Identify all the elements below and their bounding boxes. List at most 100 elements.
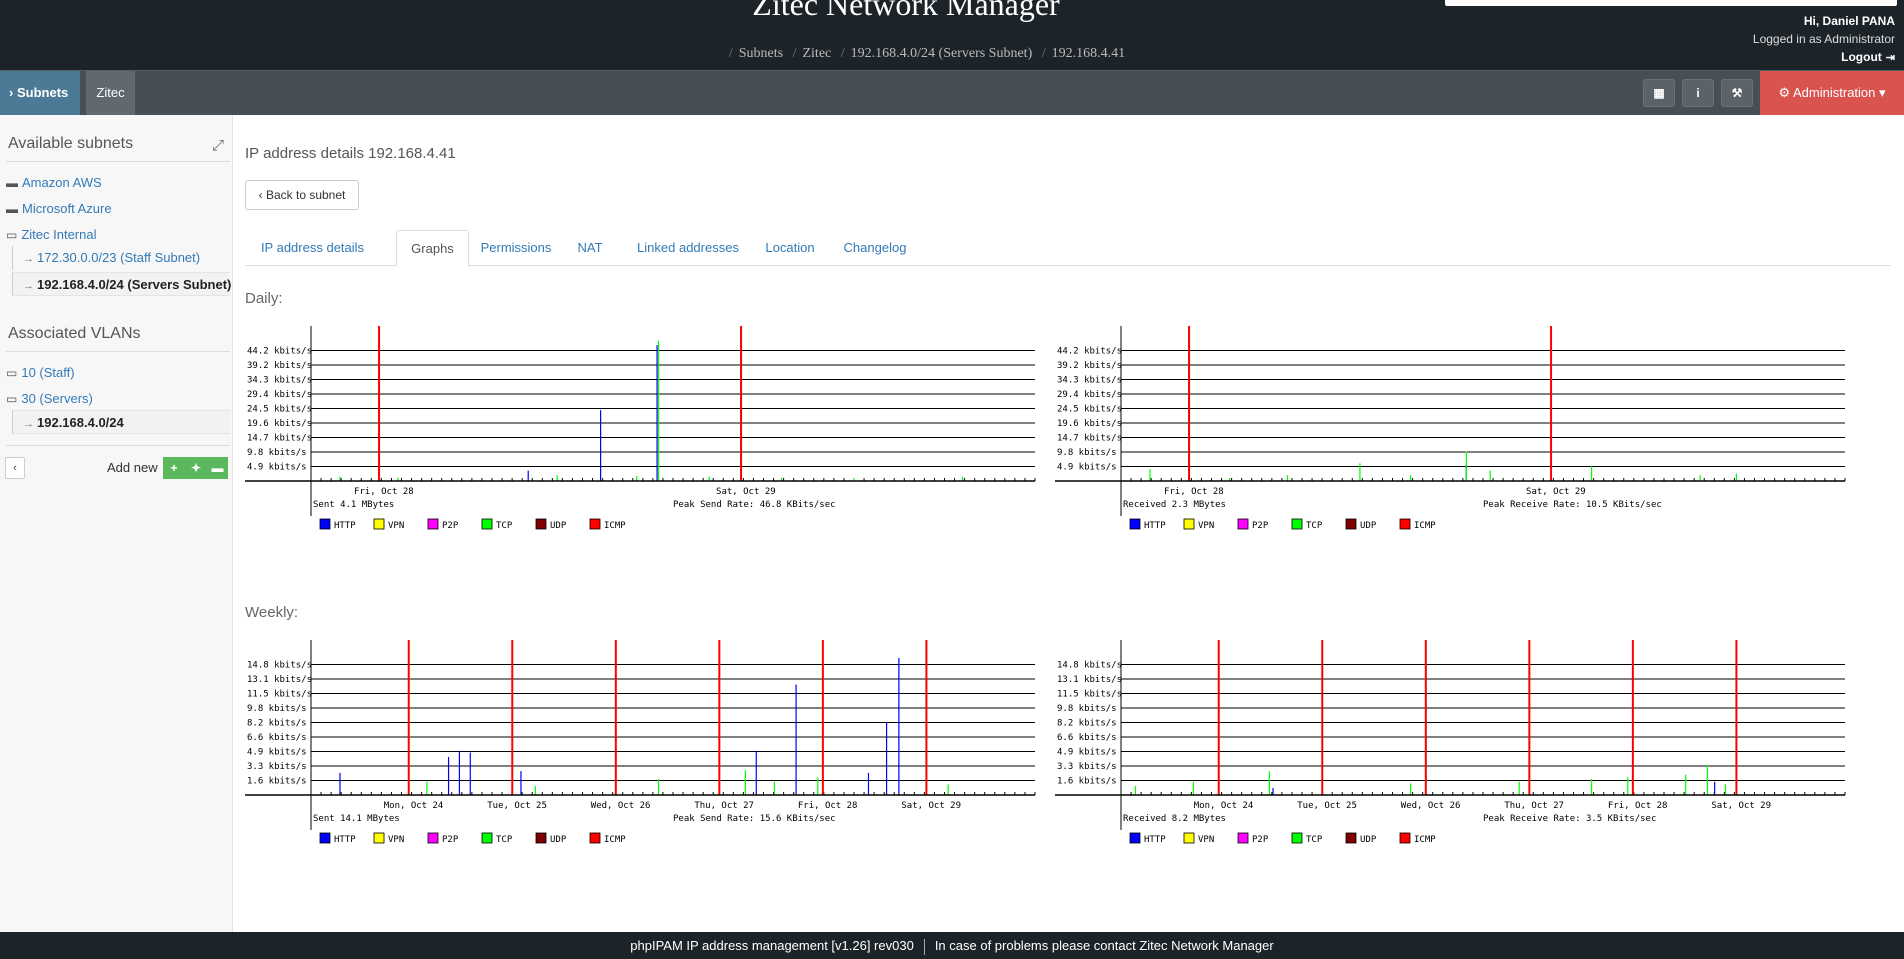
y-tick-label: 8.2 kbits/s xyxy=(247,719,307,729)
administration-dropdown[interactable]: ⚙ Administration ▾ xyxy=(1760,71,1904,115)
app-header: Zitec Network Manager / Subnets / Zitec /1… xyxy=(0,0,1904,70)
y-tick-label: 34.3 kbits/s xyxy=(1057,376,1122,386)
divider xyxy=(6,351,230,352)
subnet-staff[interactable]: → 172.30.0.0/23 (Staff Subnet) xyxy=(12,246,230,270)
x-day-label: Sat, Oct 29 xyxy=(901,801,961,811)
arrow-right-icon: → xyxy=(23,280,34,292)
logout-link[interactable]: Logout ⇥ xyxy=(1841,50,1895,64)
legend-label-p2p: P2P xyxy=(1252,521,1269,531)
y-tick-label: 44.2 kbits/s xyxy=(1057,347,1122,357)
breadcrumb-zitec[interactable]: Zitec xyxy=(802,46,832,61)
info-icon: i xyxy=(1696,86,1700,100)
tab-nat[interactable]: NAT xyxy=(577,240,603,255)
back-to-subnet-button[interactable]: ‹ Back to subnet xyxy=(245,180,359,210)
y-tick-label: 1.6 kbits/s xyxy=(1057,777,1117,787)
menu-tab-subnets[interactable]: › Subnets xyxy=(0,71,80,115)
daily-receive-graph: 44.2 kbits/s 39.2 kbits/s 34.3 kbits/s 29.4… xyxy=(1055,326,1863,536)
grid-icon: ▦ xyxy=(1653,86,1665,100)
tab-ip-details[interactable]: IP address details xyxy=(260,240,365,255)
legend-label-icmp: ICMP xyxy=(604,835,626,845)
menu-bar: › Subnets Zitec ▦ i ⚒ ⚙ Administration ▾ xyxy=(0,70,1904,115)
y-tick-label: 29.4 kbits/s xyxy=(1057,390,1122,400)
vlan-servers[interactable]: ▭ 30 (Servers) xyxy=(6,391,93,406)
footer-version: phpIPAM IP address management [v1.26] re… xyxy=(630,938,914,953)
info-button[interactable]: i xyxy=(1682,79,1714,107)
y-tick-label: 14.8 kbits/s xyxy=(1057,661,1122,671)
breadcrumb-subnets[interactable]: Subnets xyxy=(738,46,784,61)
legend-label-tcp: TCP xyxy=(496,835,513,845)
weekly-send-graph: 14.8 kbits/s 13.1 kbits/s 11.5 kbits/s 9.8 … xyxy=(245,640,1053,850)
legend-label-p2p: P2P xyxy=(442,521,459,531)
subnet-folder-zitec[interactable]: ▭ Zitec Internal xyxy=(6,227,97,242)
footer-divider xyxy=(923,938,925,955)
summary-peak: Peak Send Rate: 46.8 KBits/sec xyxy=(673,500,836,510)
plus-icon: + xyxy=(170,461,178,475)
tools-button[interactable]: ⚒ xyxy=(1721,79,1753,107)
user-box: Hi, Daniel PANA Logged in as Administrat… xyxy=(1753,12,1895,67)
y-tick-label: 4.9 kbits/s xyxy=(1057,463,1117,473)
y-tick-label: 13.1 kbits/s xyxy=(1057,675,1122,685)
y-tick-label: 14.7 kbits/s xyxy=(1057,434,1122,444)
legend-swatch-udp xyxy=(1345,832,1357,844)
weekly-receive-graph: 14.8 kbits/s 13.1 kbits/s 11.5 kbits/s 9.8 … xyxy=(1055,640,1863,850)
add-vlan-button[interactable]: ✦ xyxy=(185,457,207,479)
legend-swatch-http xyxy=(319,518,331,530)
tab-linked-addresses[interactable]: Linked addresses xyxy=(637,240,739,255)
dashboard-button[interactable]: ▦ xyxy=(1643,79,1675,107)
y-tick-label: 4.9 kbits/s xyxy=(247,463,307,473)
search-input[interactable] xyxy=(1445,0,1897,6)
expand-icon[interactable]: ⤢ xyxy=(212,137,225,154)
vlan-subnet[interactable]: → 192.168.4.0/24 xyxy=(12,410,230,434)
site-title[interactable]: Zitec Network Manager xyxy=(752,0,1060,22)
legend-label-udp: UDP xyxy=(550,521,567,531)
y-tick-label: 24.5 kbits/s xyxy=(1057,405,1122,415)
arrow-right-icon: → xyxy=(23,418,34,430)
y-tick-label: 44.2 kbits/s xyxy=(247,347,312,357)
menu-tab-zitec[interactable]: Zitec xyxy=(86,71,135,115)
tab-permissions[interactable]: Permissions xyxy=(480,240,552,255)
add-subnet-button[interactable]: + xyxy=(163,457,185,479)
legend-swatch-icmp xyxy=(589,518,601,530)
subnet-folder-amazon[interactable]: ▬ Amazon AWS xyxy=(6,175,102,190)
legend-label-tcp: TCP xyxy=(496,521,513,531)
legend-swatch-tcp xyxy=(481,518,493,530)
vlan-staff[interactable]: ▭ 10 (Staff) xyxy=(6,365,75,380)
legend-swatch-p2p xyxy=(427,832,439,844)
caret-down-icon: ▾ xyxy=(1879,85,1886,100)
footer-contact[interactable]: In case of problems please contact Zitec… xyxy=(934,938,1274,953)
legend-swatch-udp xyxy=(535,832,547,844)
chevron-right-icon: › xyxy=(9,85,14,100)
daily-label: Daily: xyxy=(245,290,283,307)
folder-icon: ▬ xyxy=(6,202,18,216)
x-day-label: Fri, Oct 28 xyxy=(354,487,414,497)
tab-location[interactable]: Location xyxy=(765,240,815,255)
y-tick-label: 9.8 kbits/s xyxy=(1057,448,1117,458)
y-tick-label: 9.8 kbits/s xyxy=(247,448,307,458)
subnet-servers[interactable]: → 192.168.4.0/24 (Servers Subnet) xyxy=(12,272,231,296)
x-day-label: Mon, Oct 24 xyxy=(1194,801,1254,811)
tab-graphs[interactable]: Graphs xyxy=(396,230,469,267)
tab-changelog[interactable]: Changelog xyxy=(843,240,907,255)
legend-swatch-vpn xyxy=(373,518,385,530)
y-tick-label: 19.6 kbits/s xyxy=(247,419,312,429)
y-tick-label: 3.3 kbits/s xyxy=(247,762,307,772)
summary-peak: Peak Receive Rate: 10.5 KBits/sec xyxy=(1483,500,1662,510)
legend-swatch-tcp xyxy=(1291,832,1303,844)
legend-swatch-vpn xyxy=(373,832,385,844)
arrow-right-icon: → xyxy=(23,253,34,265)
y-tick-label: 11.5 kbits/s xyxy=(1057,690,1122,700)
breadcrumb-address: 192.168.4.41 xyxy=(1051,46,1126,61)
breadcrumb-subnet[interactable]: 192.168.4.0/24 (Servers Subnet) xyxy=(850,46,1033,61)
subnet-folder-azure[interactable]: ▬ Microsoft Azure xyxy=(6,201,112,216)
y-tick-label: 6.6 kbits/s xyxy=(1057,733,1117,743)
add-folder-button[interactable]: ▬ xyxy=(207,457,228,479)
collapse-sidebar-button[interactable]: ‹ xyxy=(5,457,25,479)
network-icon: ✦ xyxy=(190,461,202,475)
x-day-label: Tue, Oct 25 xyxy=(1297,801,1357,811)
y-tick-label: 39.2 kbits/s xyxy=(1057,361,1122,371)
y-tick-label: 11.5 kbits/s xyxy=(247,690,312,700)
sidebar: Available subnets ⤢ ▬ Amazon AWS ▬ Microso… xyxy=(0,115,233,932)
legend-label-tcp: TCP xyxy=(1306,521,1323,531)
y-tick-label: 13.1 kbits/s xyxy=(247,675,312,685)
y-tick-label: 29.4 kbits/s xyxy=(247,390,312,400)
